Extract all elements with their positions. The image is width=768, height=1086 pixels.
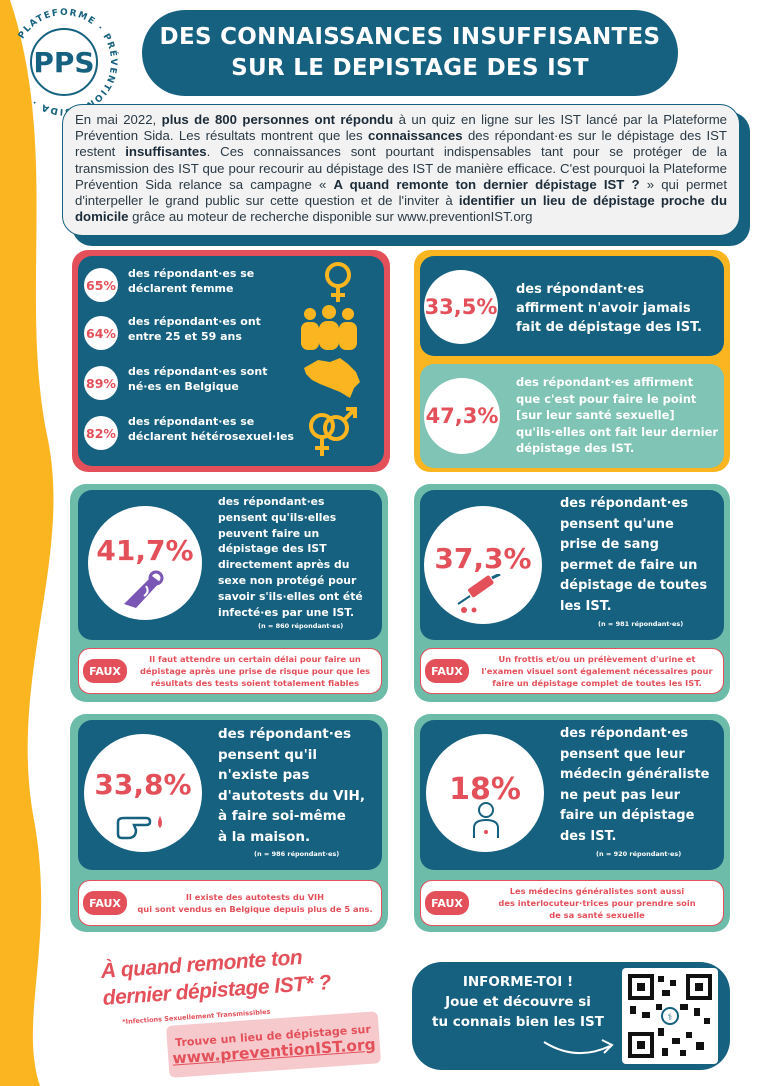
stat-point-text: des répondant·es affirment que c'est pour… (516, 375, 719, 455)
stat-point-pct: 47,3% (424, 378, 500, 454)
blood-text: des répondant·es pensent qu'une prise de s… (560, 496, 708, 614)
faux-badge: FAUX (425, 891, 469, 915)
stat-point-card: 47,3% des répondant·es affirment que c'es… (420, 364, 724, 468)
immediate-faux-box: FAUX Il faut attendre un certain délai p… (78, 648, 382, 694)
demo-pct-3: 89% (84, 366, 118, 400)
intro-paragraph: En mai 2022, plus de 800 personnes ont r… (62, 104, 740, 236)
immediate-text: des répondant·es pensent qu'ils·elles peuv… (218, 495, 363, 619)
stat-never-text: des répondant·es affirment n'avoir jamais… (516, 282, 702, 335)
arrow-icon (543, 1039, 614, 1055)
faux-badge: FAUX (83, 659, 127, 683)
people-group-icon (301, 305, 357, 350)
doctor-faux-text: Les médecins généralistes sont aussi des … (498, 886, 696, 920)
stat-never-pct: 33,5% (424, 270, 498, 344)
immediate-faux-text: Il faut attendre un certain délai pour f… (139, 654, 371, 688)
condom-icon (124, 570, 164, 608)
faux-badge: FAUX (83, 891, 127, 915)
demo-text-4: des répondant·es se déclarent hétérosexue… (128, 415, 294, 443)
qr-code-icon[interactable]: ⚕ (622, 968, 718, 1064)
title-line-1: DES CONNAISSANCES INSUFFISANTES (159, 24, 661, 50)
demo-text-1: des répondant·es se déclarent femme (128, 267, 255, 295)
blood-pct: 37,3% (424, 506, 542, 624)
title-line-2: SUR LE DEPISTAGE DES IST (231, 55, 589, 81)
selftest-card: 33,8% des répondant·es pensent qu'il n'exi… (78, 720, 382, 870)
immediate-pct: 41,7% (88, 506, 202, 620)
inform-text: INFORME-TOI ! Joue et découvre si tu con… (432, 974, 604, 1030)
stat-never-card: 33,5% des répondant·es affirment n'avoir … (420, 256, 724, 356)
doctor-text: des répondant·es pensent que leur médecin … (560, 726, 710, 844)
blood-n: (n = 981 répondant·es) (598, 620, 684, 628)
demo-text-3: des répondant·es sont né·es en Belgique (128, 365, 268, 393)
demo-pct-2: 64% (84, 316, 118, 350)
doctor-faux-box: FAUX Les médecins généralistes sont auss… (420, 880, 724, 926)
selftest-text: des répondant·es pensent qu'il n'existe pa… (218, 726, 365, 845)
female-symbol-icon (325, 262, 351, 302)
blood-faux-box: FAUX Un frottis et/ou un prélèvement d'u… (420, 648, 724, 694)
selftest-pct: 33,8% (84, 734, 202, 852)
svg-text:⚕: ⚕ (668, 1013, 673, 1023)
hetero-symbol-icon (309, 407, 357, 456)
doctor-icon (473, 802, 499, 838)
doctor-card: 18% des répondant·es pensent que leur méde… (420, 720, 724, 870)
faux-badge: FAUX (425, 659, 469, 683)
selftest-n: (n = 986 répondant·es) (254, 850, 340, 858)
immediate-card: 41,7% des répondant·es pensent qu'ils·ell… (78, 490, 382, 640)
syringe-icon (457, 574, 501, 613)
selftest-faux-box: FAUX Il existe des autotests du VIH qui s… (78, 880, 382, 926)
immediate-n: (n = 860 répondant·es) (258, 622, 344, 630)
pps-logo: PLATEFORME · PRÉVENTION · SIDA · PPS (8, 6, 120, 118)
demo-pct-1: 65% (84, 268, 118, 302)
demo-text-2: des répondant·es ont entre 25 et 59 ans (128, 315, 261, 343)
blood-card: 37,3% des répondant·es pensent qu'une pris… (420, 490, 724, 640)
finger-drop-icon (116, 816, 162, 840)
demographics-card: 65% des répondant·es se déclarent femme 6… (78, 256, 384, 466)
page-title: DES CONNAISSANCES INSUFFISANTES SUR LE D… (142, 10, 678, 96)
demo-pct-4: 82% (84, 416, 118, 450)
selftest-faux-text: Il existe des autotests du VIH qui sont v… (137, 892, 373, 914)
belgium-map-icon (304, 358, 360, 398)
doctor-n: (n = 920 répondant·es) (596, 850, 682, 858)
blood-faux-text: Un frottis et/ou un prélèvement d'urine … (481, 654, 713, 688)
logo-letters: PPS (33, 46, 94, 79)
